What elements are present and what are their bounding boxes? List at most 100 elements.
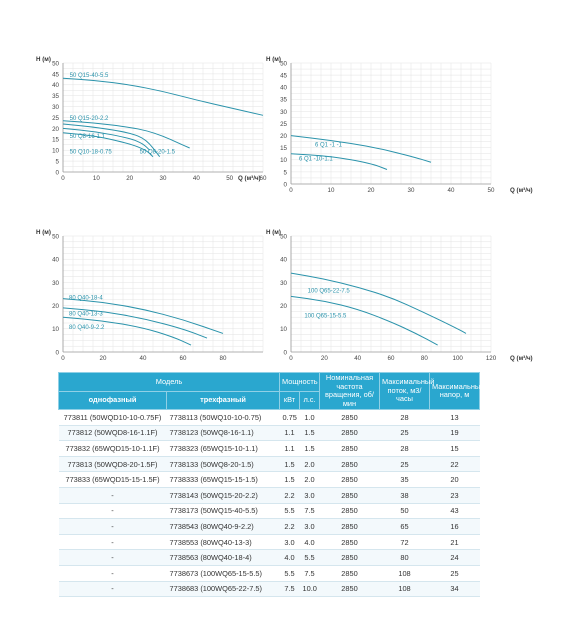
x-tick-label: 20 xyxy=(368,187,375,194)
x-tick-label: 80 xyxy=(220,355,227,362)
three-phase-model-cell: 7738133 (50WQ8-20-1.5) xyxy=(166,456,280,473)
y-tick-label: 0 xyxy=(56,349,60,356)
curve-label: 100 Q65-22-7.5 xyxy=(308,289,351,295)
y-tick-label: 25 xyxy=(52,115,59,122)
max-head-cell: 25 xyxy=(429,565,480,582)
table-row: 773812 (50WQD8-16-1.1F) 7738123 (50WQ8-16… xyxy=(58,425,480,442)
max-flow-cell: 38 xyxy=(379,487,430,504)
y-tick-label: 0 xyxy=(284,181,288,188)
max-head-cell: 34 xyxy=(429,581,480,598)
power-kw-cell: 4.0 xyxy=(279,549,300,566)
y-tick-label: 10 xyxy=(52,148,59,155)
power-kw-cell: 7.5 xyxy=(279,581,300,598)
single-phase-model-cell: 773812 (50WQD8-16-1.1F) xyxy=(58,425,167,442)
chart-3: 0 10 20 30 40 50 0 20 40 60 80 H (м) 80 Q40-18-4 80 Q… xyxy=(36,229,264,362)
y-tick-label: 50 xyxy=(52,60,59,67)
three-phase-model-cell: 7738143 (50WQ15-20-2.2) xyxy=(166,487,280,504)
header-hp: л.с. xyxy=(299,390,320,411)
curve-label: 6 Q1 -1 -1 xyxy=(315,142,343,148)
max-head-cell: 24 xyxy=(429,549,480,566)
y-tick-label: 45 xyxy=(52,71,59,78)
max-head-cell: 43 xyxy=(429,503,480,520)
power-hp-cell: 7.5 xyxy=(299,503,320,520)
x-tick-label: 40 xyxy=(354,355,361,362)
three-phase-model-cell: 7738173 (50WQ15-40-5.5) xyxy=(166,503,280,520)
y-tick-label: 20 xyxy=(52,126,59,133)
three-phase-model-cell: 7738543 (80WQ40-9-2.2) xyxy=(166,518,280,535)
single-phase-model-cell: - xyxy=(58,503,167,520)
x-axis-label: Q (м³/ч) xyxy=(238,175,261,182)
power-hp-cell: 2.0 xyxy=(299,471,320,489)
table-row: -7738173 (50WQ15-40-5.5) 5.5 7.5 2850 50 43 xyxy=(58,503,480,520)
speed-rpm-cell: 2850 xyxy=(319,565,380,582)
series-line xyxy=(290,272,467,334)
y-tick-label: 40 xyxy=(52,257,59,264)
series-line xyxy=(62,120,190,149)
series-line xyxy=(290,295,438,346)
speed-rpm-cell: 2850 xyxy=(319,440,380,457)
y-tick-label: 35 xyxy=(52,93,59,100)
y-tick-label: 40 xyxy=(280,257,287,264)
y-tick-label: 20 xyxy=(280,133,287,140)
power-hp-cell: 7.5 xyxy=(299,565,320,582)
y-axis-label: H (м) xyxy=(36,229,51,236)
y-tick-label: 35 xyxy=(280,97,287,104)
header-speed: Номинальная частота вращения, об/мин xyxy=(319,371,380,411)
power-hp-cell: 4.0 xyxy=(299,534,320,551)
power-kw-cell: 1.1 xyxy=(279,440,300,457)
single-phase-model-cell: 773833 (65WQD15-15-1.5F) xyxy=(58,471,167,489)
curve-label: 50 Q8-16-1.1 xyxy=(70,134,106,140)
series-line xyxy=(62,298,224,334)
max-head-cell: 23 xyxy=(429,487,480,504)
grid xyxy=(62,235,264,353)
speed-rpm-cell: 2850 xyxy=(319,409,380,426)
y-tick-label: 15 xyxy=(52,137,59,144)
y-tick-label: 50 xyxy=(280,233,287,240)
speed-rpm-cell: 2850 xyxy=(319,534,380,551)
curve-label: 6 Q1 -10-1.1 xyxy=(299,156,333,162)
max-flow-cell: 25 xyxy=(379,456,430,473)
series-line xyxy=(62,77,264,116)
y-tick-label: 25 xyxy=(280,121,287,128)
pump-spec-table: Модель Мощность Номинальная частота вращ… xyxy=(58,371,484,598)
chart-1: 0 5 10 15 20 25 30 35 40 45 50 0 10 20 30 40 50 60 H (м) Q … xyxy=(36,56,267,182)
x-tick-label: 50 xyxy=(488,187,495,194)
max-flow-cell: 108 xyxy=(379,581,430,598)
single-phase-model-cell: 773813 (50WQD8-20-1.5F) xyxy=(58,456,167,473)
three-phase-model-cell: 7738323 (65WQ15-10-1.1) xyxy=(166,440,280,457)
max-head-cell: 16 xyxy=(429,518,480,535)
max-flow-cell: 50 xyxy=(379,503,430,520)
three-phase-model-cell: 7738123 (50WQ8-16-1.1) xyxy=(166,425,280,442)
grid xyxy=(290,235,492,353)
single-phase-model-cell: - xyxy=(58,518,167,535)
y-tick-label: 30 xyxy=(52,104,59,111)
speed-rpm-cell: 2850 xyxy=(319,456,380,473)
max-flow-cell: 35 xyxy=(379,471,430,489)
x-axis-label: Q (м³/ч) xyxy=(510,187,533,194)
max-head-cell: 13 xyxy=(429,409,480,426)
y-tick-label: 10 xyxy=(52,326,59,333)
single-phase-model-cell: - xyxy=(58,549,167,566)
x-tick-label: 60 xyxy=(388,355,395,362)
max-flow-cell: 65 xyxy=(379,518,430,535)
max-head-cell: 19 xyxy=(429,425,480,442)
table-row: -7738683 (100WQ65-22-7.5) 7.5 10.0 2850 108 3… xyxy=(58,581,480,598)
speed-rpm-cell: 2850 xyxy=(319,581,380,598)
speed-rpm-cell: 2850 xyxy=(319,549,380,566)
x-tick-label: 120 xyxy=(486,355,497,362)
power-kw-cell: 1.1 xyxy=(279,425,300,442)
y-tick-label: 0 xyxy=(284,349,288,356)
x-tick-label: 40 xyxy=(193,175,200,182)
power-hp-cell: 3.0 xyxy=(299,518,320,535)
x-tick-label: 10 xyxy=(93,175,100,182)
x-tick-label: 100 xyxy=(453,355,464,362)
table-row: -7738143 (50WQ15-20-2.2) 2.2 3.0 2850 38 23 xyxy=(58,487,480,504)
speed-rpm-cell: 2850 xyxy=(319,487,380,504)
series-line xyxy=(62,132,154,158)
x-tick-label: 30 xyxy=(408,187,415,194)
power-hp-cell: 5.5 xyxy=(299,549,320,566)
y-tick-label: 30 xyxy=(280,280,287,287)
table-row: -7738673 (100WQ65-15-5.5) 5.5 7.5 2850 108 25 xyxy=(58,565,480,582)
